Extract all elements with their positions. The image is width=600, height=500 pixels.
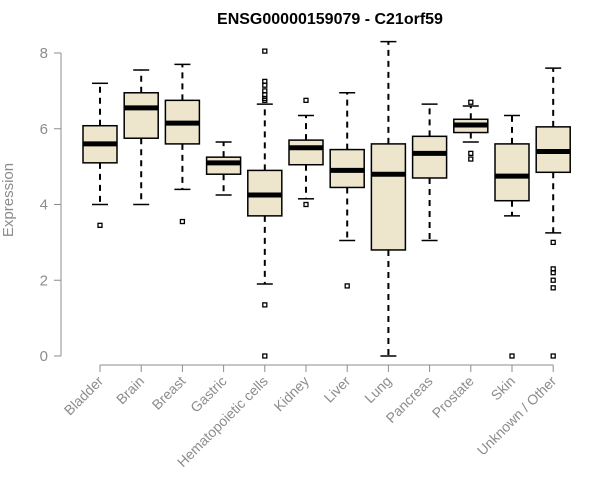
outlier-point [262,353,268,359]
chart-title: ENSG00000159079 - C21orf59 [217,11,443,28]
outlier-point [509,353,515,359]
box-group-unknown-other [535,67,571,359]
box-group-bladder [82,82,118,228]
x-tick-label: Prostate [429,373,477,421]
box-group-prostate [453,99,489,162]
iqr-box [288,139,324,166]
iqr-box [411,135,448,179]
outlier-point [550,277,556,283]
box-group-hematopoietic-cells [247,48,283,359]
outlier-point [550,353,556,359]
outlier-point [303,97,309,103]
outlier-point [468,156,474,162]
outlier-point [344,283,350,289]
x-tick-label: Brain [113,373,147,407]
outlier-point [550,270,556,276]
y-axis-label: Expression [0,163,17,237]
y-axis: 0 2 4 6 8 [40,45,62,365]
y-tick-label: 0 [40,348,48,365]
iqr-box [370,143,407,251]
box-group-liver [329,92,365,289]
outlier-point [262,82,268,88]
outlier-point [468,150,474,157]
box-group-pancreas [411,103,448,242]
box-group-brain [123,69,159,206]
outlier-point [468,99,474,105]
box-group-breast [164,63,201,225]
outlier-point [550,239,556,246]
iqr-box [494,143,530,202]
box-group-kidney [288,97,324,208]
y-tick-label: 6 [40,121,48,138]
x-tick-label: Breast [149,373,189,413]
outlier-point [262,302,268,308]
iqr-box [123,92,159,139]
outlier-point [262,97,268,103]
x-tick-label: Liver [321,373,354,406]
x-tick-label: Skin [488,373,519,404]
outlier-point [97,222,103,228]
outlier-point [303,201,309,208]
outlier-point [262,48,268,54]
plot-area [82,40,571,359]
y-tick-label: 2 [40,272,48,289]
box-group-gastric [205,141,242,196]
y-tick-label: 8 [40,45,48,62]
box-group-lung [370,40,407,357]
outlier-point [550,285,556,291]
iqr-box [205,156,242,175]
x-tick-label: Bladder [61,373,107,419]
box-group-skin [494,114,530,359]
x-tick-label: Lung [361,373,394,406]
outlier-point [179,218,186,225]
x-tick-label: Kidney [271,373,313,415]
y-tick-label: 4 [40,197,48,214]
